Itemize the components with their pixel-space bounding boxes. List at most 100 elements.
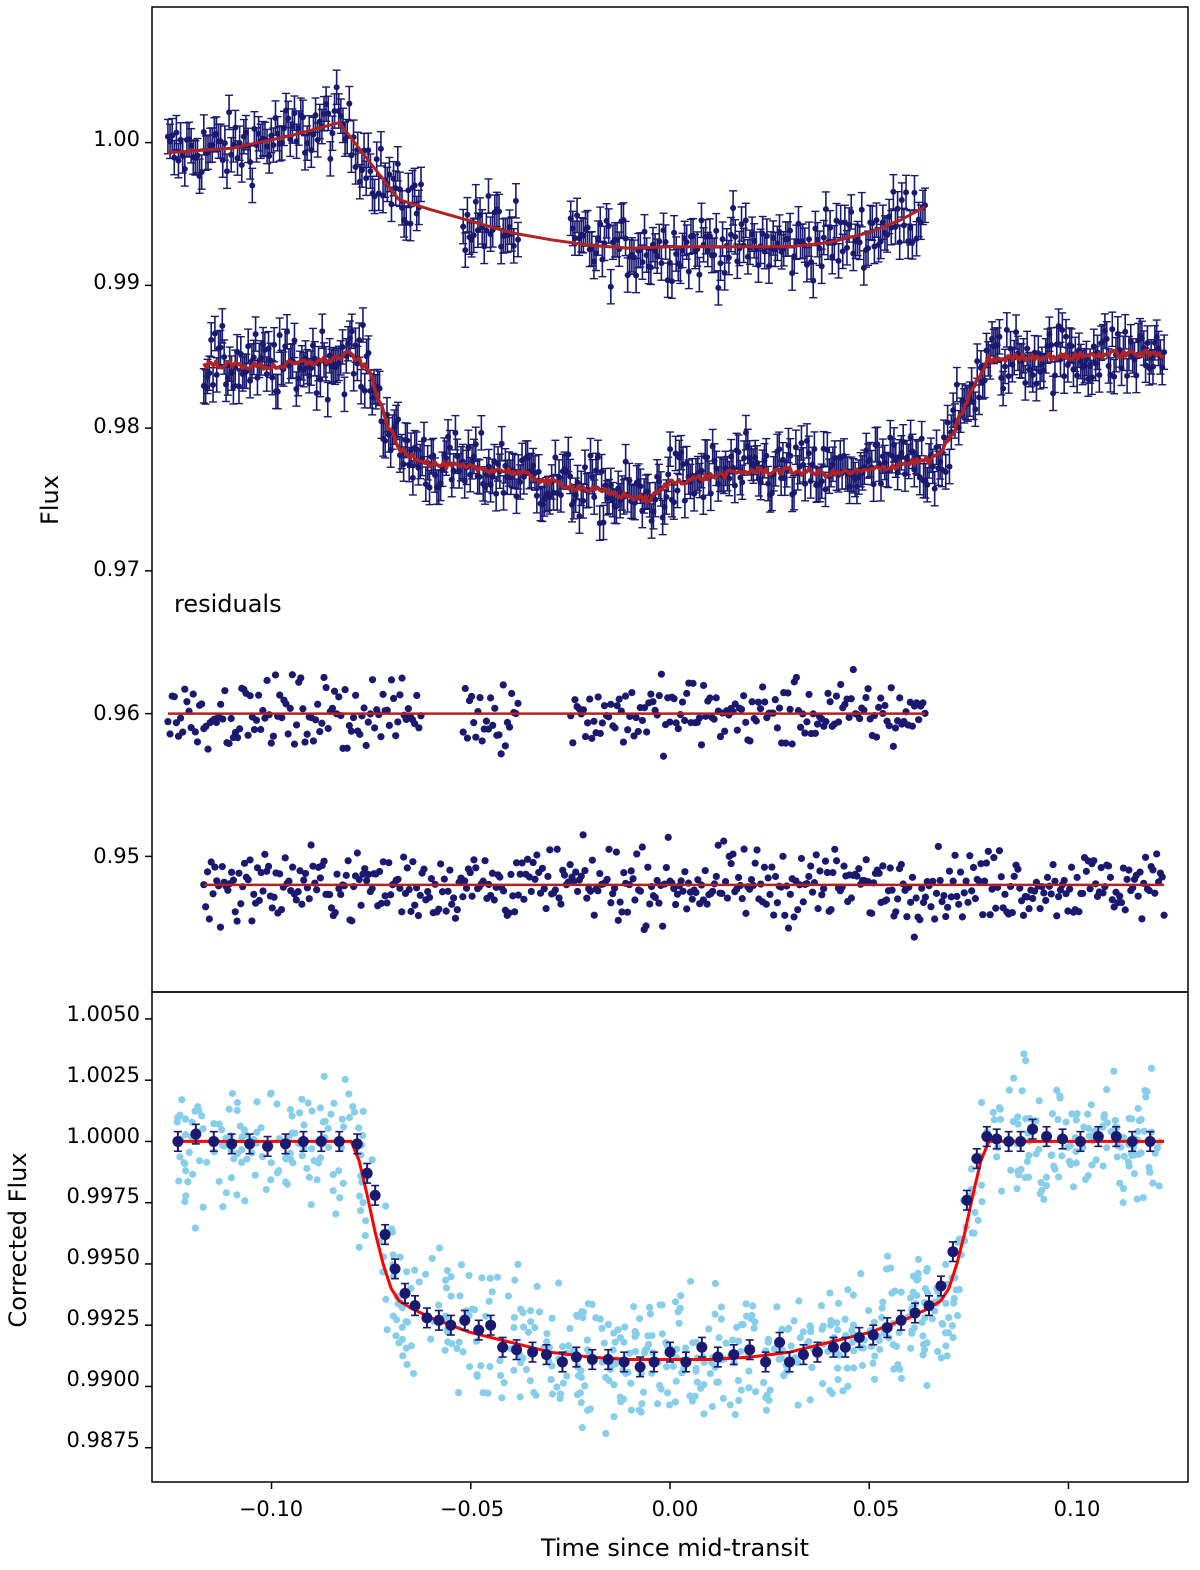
- unbinned-point: [192, 1225, 199, 1232]
- unbinned-point: [953, 1286, 960, 1293]
- residual-point: [1142, 854, 1149, 861]
- unbinned-point: [751, 1325, 758, 1332]
- unbinned-point: [677, 1292, 684, 1299]
- residual-point: [898, 861, 905, 868]
- unbinned-point: [697, 1385, 704, 1392]
- unbinned-point: [369, 1156, 376, 1163]
- unbinned-point: [883, 1265, 890, 1272]
- unbinned-point: [621, 1323, 628, 1330]
- data-point: [798, 440, 804, 446]
- unbinned-point: [954, 1312, 961, 1319]
- data-point: [698, 217, 704, 223]
- unbinned-point: [735, 1338, 742, 1345]
- residual-point: [766, 891, 773, 898]
- unbinned-point: [739, 1321, 746, 1328]
- residual-point: [259, 887, 266, 894]
- residual-point: [1153, 850, 1160, 857]
- data-point: [726, 476, 732, 482]
- residual-point: [1061, 877, 1068, 884]
- light-curve-1: [164, 70, 929, 305]
- residual-point: [1118, 899, 1125, 906]
- residual-point: [1053, 912, 1060, 919]
- unbinned-point: [767, 1387, 774, 1394]
- unbinned-point: [808, 1364, 815, 1371]
- data-point: [201, 129, 207, 135]
- residual-point: [972, 895, 979, 902]
- residual-point: [620, 738, 627, 745]
- residual-point: [468, 693, 475, 700]
- residual-point: [776, 705, 783, 712]
- residual-point: [396, 691, 403, 698]
- residual-point: [1107, 874, 1114, 881]
- unbinned-point: [1104, 1119, 1111, 1126]
- data-point: [473, 199, 479, 205]
- unbinned-point: [841, 1316, 848, 1323]
- data-point: [412, 182, 418, 188]
- residual-point: [313, 886, 320, 893]
- unbinned-point: [574, 1391, 581, 1398]
- residual-point: [782, 740, 789, 747]
- binned-point: [226, 1138, 237, 1149]
- data-point: [623, 235, 629, 241]
- residual-point: [1083, 868, 1090, 875]
- residual-point: [1020, 912, 1027, 919]
- residual-point: [672, 901, 679, 908]
- residual-point: [500, 681, 507, 688]
- unbinned-point: [601, 1340, 608, 1347]
- unbinned-point: [289, 1129, 296, 1136]
- residual-point: [683, 690, 690, 697]
- residual-point: [649, 698, 656, 705]
- data-point: [945, 420, 951, 426]
- unbinned-point: [934, 1348, 941, 1355]
- unbinned-point: [898, 1375, 905, 1382]
- residual-point: [639, 717, 646, 724]
- unbinned-point: [325, 1144, 332, 1151]
- residual-point: [646, 900, 653, 907]
- residual-point: [728, 860, 735, 867]
- residual-point: [192, 728, 199, 735]
- unbinned-point: [308, 1107, 315, 1114]
- unbinned-point: [517, 1393, 524, 1400]
- data-point: [407, 221, 413, 227]
- residual-point: [820, 885, 827, 892]
- residual-point: [663, 864, 670, 871]
- residual-point: [740, 692, 747, 699]
- residual-point: [245, 876, 252, 883]
- residual-point: [631, 896, 638, 903]
- residual-point: [255, 692, 262, 699]
- unbinned-point: [505, 1292, 512, 1299]
- unbinned-point: [869, 1360, 876, 1367]
- residual-point: [963, 877, 970, 884]
- data-point: [711, 252, 717, 258]
- data-point: [600, 519, 606, 525]
- unbinned-point: [435, 1301, 442, 1308]
- unbinned-point: [486, 1298, 493, 1305]
- data-point: [946, 464, 952, 470]
- unbinned-point: [579, 1424, 586, 1431]
- residual-point: [950, 878, 957, 885]
- unbinned-point: [456, 1339, 463, 1346]
- residual-point: [211, 864, 218, 871]
- unbinned-point: [749, 1302, 756, 1309]
- unbinned-point: [403, 1268, 410, 1275]
- residual-point: [543, 905, 550, 912]
- data-point: [378, 146, 384, 152]
- residual-point: [1116, 893, 1123, 900]
- unbinned-point: [362, 1217, 369, 1224]
- residual-point: [415, 724, 422, 731]
- residual-point: [1001, 891, 1008, 898]
- unbinned-point: [466, 1363, 473, 1370]
- residual-point: [498, 750, 505, 757]
- residual-point: [689, 680, 696, 687]
- residual-point: [713, 694, 720, 701]
- data-point: [513, 493, 519, 499]
- residual-point: [443, 908, 450, 915]
- data-point: [776, 446, 782, 452]
- unbinned-point: [942, 1300, 949, 1307]
- residual-point: [1066, 885, 1073, 892]
- residual-point: [1009, 909, 1016, 916]
- unbinned-point: [273, 1100, 280, 1107]
- residual-point: [386, 722, 393, 729]
- unbinned-point: [763, 1407, 770, 1414]
